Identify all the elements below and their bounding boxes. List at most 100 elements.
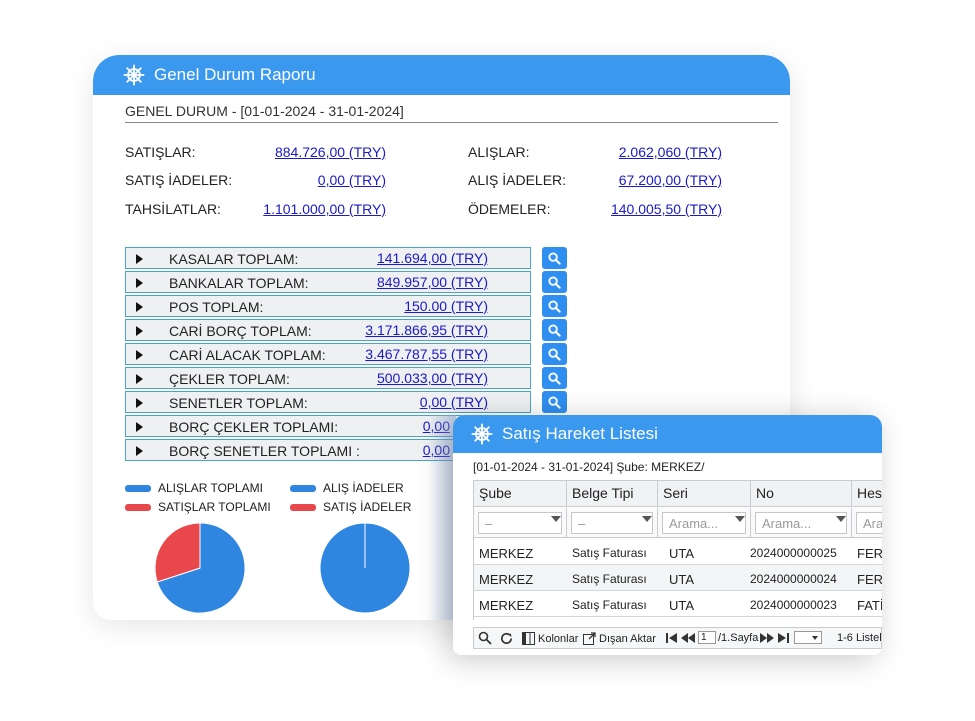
cell-series: UTA xyxy=(669,572,695,587)
column-header-no[interactable]: No xyxy=(751,481,852,507)
window-shadow xyxy=(428,415,456,620)
sales-returns-value[interactable]: 0,00 (TRY) xyxy=(317,172,386,188)
series-filter-input[interactable]: Arama... xyxy=(662,512,746,534)
page-size-box[interactable] xyxy=(794,631,822,644)
legend-label: SATIŞLAR TOPLAMI xyxy=(158,500,271,514)
collections-value[interactable]: 1.101.000,00 (TRY) xyxy=(263,201,386,217)
expand-arrow-icon[interactable] xyxy=(136,398,143,408)
cell-account: FER xyxy=(857,546,882,561)
previous-page-button[interactable] xyxy=(681,633,695,643)
totals-value[interactable]: 0,00 (TRY) xyxy=(419,394,488,410)
export-button[interactable]: Dışan Aktar xyxy=(583,632,656,645)
chevron-down-icon[interactable] xyxy=(836,516,846,522)
cell-series: UTA xyxy=(669,598,695,613)
column-header-doc-type[interactable]: Belge Tipi xyxy=(567,481,658,507)
legend-swatch xyxy=(290,503,316,511)
search-icon xyxy=(548,275,561,289)
table-row[interactable]: MERKEZ Satış Faturası UTA 2024000000025 … xyxy=(474,539,882,565)
page-input[interactable]: 1 xyxy=(698,631,716,644)
filter-cell: – xyxy=(474,508,567,538)
column-header-branch[interactable]: Şube xyxy=(474,481,567,507)
totals-row-account-credit[interactable]: CARİ ALACAK TOPLAM: 3.467.787,55 (TRY) xyxy=(125,343,531,365)
totals-value[interactable]: 141.694,00 (TRY) xyxy=(376,250,488,266)
totals-row-cash[interactable]: KASALAR TOPLAM: 141.694,00 (TRY) xyxy=(125,247,531,269)
cell-branch: MERKEZ xyxy=(479,546,534,561)
totals-row-pos[interactable]: POS TOPLAM: 150.00 (TRY) xyxy=(125,295,531,317)
legend-swatch xyxy=(125,503,151,511)
totals-row-cheques[interactable]: ÇEKLER TOPLAM: 500.033,00 (TRY) xyxy=(125,367,531,389)
expand-arrow-icon[interactable] xyxy=(136,278,143,288)
search-account-credit-button[interactable] xyxy=(542,343,567,365)
expand-arrow-icon[interactable] xyxy=(136,254,143,264)
expand-arrow-icon[interactable] xyxy=(136,374,143,384)
totals-label: POS TOPLAM: xyxy=(169,299,264,315)
search-notes-button[interactable] xyxy=(542,391,567,413)
totals-value[interactable]: 3.467.787,55 (TRY) xyxy=(365,346,488,362)
expand-arrow-icon[interactable] xyxy=(136,446,143,456)
totals-value[interactable]: 849.957,00 (TRY) xyxy=(376,274,488,290)
first-page-icon xyxy=(666,633,677,643)
chevron-down-icon[interactable] xyxy=(735,516,745,522)
totals-value[interactable]: 150.00 (TRY) xyxy=(404,298,488,314)
purchase-returns-value[interactable]: 67.200,00 (TRY) xyxy=(618,172,722,188)
totals-label: KASALAR TOPLAM: xyxy=(169,251,299,267)
totals-label: BORÇ ÇEKLER TOPLAMI: xyxy=(169,419,339,435)
search-cheques-button[interactable] xyxy=(542,367,567,389)
next-page-button[interactable] xyxy=(760,633,774,643)
legend-label: ALIŞLAR TOPLAMI xyxy=(158,481,263,495)
search-icon xyxy=(548,323,561,337)
refresh-icon xyxy=(501,632,513,644)
branch-filter-select[interactable]: – xyxy=(478,512,562,534)
totals-value[interactable]: 3.171.866,95 (TRY) xyxy=(365,322,488,338)
purchases-value[interactable]: 2.062,060 (TRY) xyxy=(618,144,722,160)
search-cash-button[interactable] xyxy=(542,247,567,269)
column-header-account[interactable]: Hes xyxy=(852,481,882,507)
expand-arrow-icon[interactable] xyxy=(136,422,143,432)
chevron-down-icon[interactable] xyxy=(642,516,652,522)
chevron-down-icon[interactable] xyxy=(551,516,561,522)
columns-button[interactable]: Kolonlar xyxy=(522,632,578,645)
pie-slice xyxy=(154,522,201,583)
totals-row-account-debt[interactable]: CARİ BORÇ TOPLAM: 3.171.866,95 (TRY) xyxy=(125,319,531,341)
search-banks-button[interactable] xyxy=(542,271,567,293)
totals-label: CARİ BORÇ TOPLAM: xyxy=(169,323,312,339)
legend-swatch xyxy=(125,484,151,492)
table-row[interactable]: MERKEZ Satış Faturası UTA 2024000000023 … xyxy=(474,591,882,617)
cell-account: FER xyxy=(857,572,882,587)
ship-wheel-icon xyxy=(471,423,493,445)
no-filter-input[interactable]: Arama... xyxy=(755,512,847,534)
cell-no: 2024000000023 xyxy=(750,598,837,612)
last-page-button[interactable] xyxy=(778,633,789,643)
column-header-series[interactable]: Seri xyxy=(658,481,751,507)
sales-value[interactable]: 884.726,00 (TRY) xyxy=(274,144,386,160)
cell-branch: MERKEZ xyxy=(479,572,534,587)
page-size-select[interactable] xyxy=(794,631,822,644)
filter-cell: Ara xyxy=(852,508,882,538)
payments-value[interactable]: 140.005,50 (TRY) xyxy=(610,201,722,217)
returns-pie xyxy=(319,522,411,614)
table-row[interactable]: MERKEZ Satış Faturası UTA 2024000000024 … xyxy=(474,565,882,591)
search-account-debt-button[interactable] xyxy=(542,319,567,341)
search-icon xyxy=(478,631,492,645)
expand-arrow-icon[interactable] xyxy=(136,350,143,360)
sales-movement-window: Satış Hareket Listesi [01-01-2024 - 31-0… xyxy=(453,415,882,655)
totals-row-banks[interactable]: BANKALAR TOPLAM: 849.957,00 (TRY) xyxy=(125,271,531,293)
totals-row-notes[interactable]: SENETLER TOPLAM: 0,00 (TRY) xyxy=(125,391,531,413)
refresh-button[interactable] xyxy=(499,631,514,646)
columns-icon xyxy=(522,632,535,645)
cell-doc-type: Satış Faturası xyxy=(572,572,647,586)
filter-cell: Arama... xyxy=(658,508,751,538)
grid-toolbar: Kolonlar Dışan Aktar 1 /1.Sayfa 1-6 List… xyxy=(473,627,882,649)
pie-slice xyxy=(156,522,246,614)
expand-arrow-icon[interactable] xyxy=(136,302,143,312)
account-filter-input[interactable]: Ara xyxy=(856,512,882,534)
expand-arrow-icon[interactable] xyxy=(136,326,143,336)
search-pos-button[interactable] xyxy=(542,295,567,317)
search-icon xyxy=(548,395,561,409)
search-button[interactable] xyxy=(478,631,492,645)
first-page-button[interactable] xyxy=(666,633,677,643)
totals-value[interactable]: 500.033,00 (TRY) xyxy=(376,370,488,386)
totals-label: SENETLER TOPLAM: xyxy=(169,395,308,411)
legend-label: SATIŞ İADELER xyxy=(323,500,412,514)
doc-type-filter-select[interactable]: – xyxy=(571,512,653,534)
